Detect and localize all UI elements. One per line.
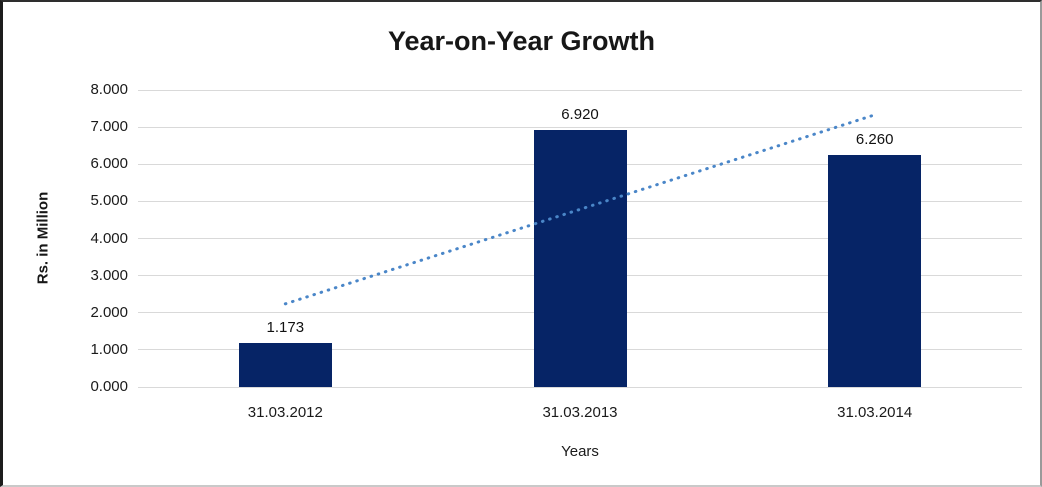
gridline <box>138 89 1022 91</box>
y-tick-label: 1.000 <box>90 340 128 358</box>
bar-31.03.2012 <box>238 343 332 387</box>
x-axis-title: Years <box>561 443 599 460</box>
y-tick-label: 6.000 <box>90 155 128 173</box>
y-tick-label: 5.000 <box>90 192 128 210</box>
y-tick-label: 3.000 <box>90 266 128 284</box>
gridline <box>138 386 1022 388</box>
bar-value-label: 6.260 <box>855 130 894 148</box>
y-tick-label: 8.000 <box>90 81 128 98</box>
bar-31.03.2014 <box>828 154 922 387</box>
y-tick-label: 2.000 <box>90 303 128 321</box>
x-tick-label: 31.03.2013 <box>542 404 618 421</box>
bar-31.03.2013 <box>533 130 627 387</box>
gridline <box>138 126 1022 128</box>
chart-title: Year-on-Year Growth <box>387 26 656 56</box>
x-tick-label: 31.03.2014 <box>837 404 913 421</box>
bar-value-label: 6.920 <box>561 106 599 124</box>
x-tick-label: 31.03.2012 <box>247 404 323 421</box>
bar-value-label: 1.173 <box>266 319 305 337</box>
y-tick-label: 7.000 <box>90 118 128 136</box>
y-tick-label: 0.000 <box>90 378 128 395</box>
y-tick-label: 4.000 <box>90 229 128 247</box>
